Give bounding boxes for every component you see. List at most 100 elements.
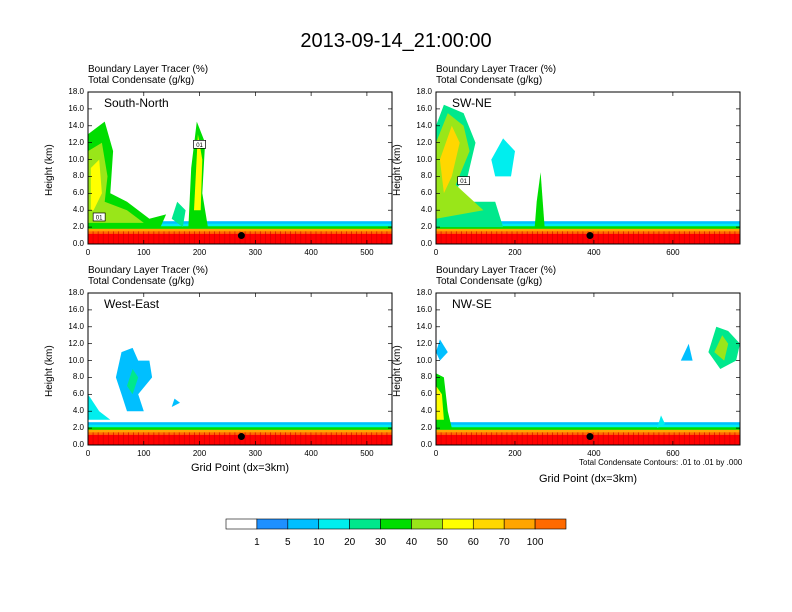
colorbar-label: 30 <box>374 537 387 548</box>
x-tick-label: 0 <box>433 248 439 257</box>
panel-label: NW-SE <box>452 297 492 311</box>
y-tick-label: 0.0 <box>420 239 432 248</box>
y-tick-label: 12.0 <box>68 137 84 147</box>
boundary-layer-band <box>88 227 392 232</box>
y-tick-label: 0.0 <box>72 440 84 449</box>
y-tick-label: 6.0 <box>420 188 432 198</box>
y-tick-label: 16.0 <box>68 103 84 113</box>
y-tick-label: 12.0 <box>68 338 84 348</box>
y-axis-label: Height (km) <box>392 345 403 397</box>
panel-subtitle-condensate: Total Condensate (g/kg) <box>88 276 195 287</box>
colorbar-label: 60 <box>467 537 479 548</box>
y-tick-label: 4.0 <box>420 406 432 416</box>
panel-sw-ne: 01 <box>435 91 741 245</box>
y-tick-label: 14.0 <box>68 321 84 331</box>
y-tick-label: 16.0 <box>416 304 432 314</box>
y-tick-label: 8.0 <box>420 372 432 382</box>
y-tick-label: 12.0 <box>416 137 432 147</box>
y-tick-label: 18.0 <box>68 288 84 297</box>
boundary-layer-band <box>436 422 740 425</box>
boundary-layer-band <box>436 426 740 430</box>
panel-frame <box>435 292 741 446</box>
x-tick-label: 300 <box>248 248 262 257</box>
x-tick-label: 500 <box>360 248 374 257</box>
y-tick-label: 2.0 <box>72 222 84 232</box>
y-tick-label: 8.0 <box>72 171 84 181</box>
boundary-layer-band <box>436 221 740 224</box>
x-tick-label: 200 <box>192 449 207 458</box>
colorbar-swatch <box>349 518 381 530</box>
tracer-plume <box>88 121 167 228</box>
boundary-layer-band <box>88 422 392 425</box>
panel-label: South-North <box>104 96 169 110</box>
tracer-plume <box>534 172 545 228</box>
boundary-layer-band <box>436 227 740 232</box>
boundary-layer-band <box>88 426 392 430</box>
y-tick-label: 6.0 <box>420 389 432 399</box>
y-tick-label: 10.0 <box>416 355 432 365</box>
tracer-plume <box>436 339 448 361</box>
boundary-layer-band <box>436 423 740 428</box>
panel-frame <box>435 91 741 245</box>
x-axis-label: Grid Point (dx=3km) <box>190 462 290 474</box>
contour-label-box <box>193 140 206 149</box>
panel-subtitle-condensate: Total Condensate (g/kg) <box>88 75 195 86</box>
colorbar-swatch <box>411 518 443 530</box>
colorbar-swatch <box>318 518 350 530</box>
y-tick-label: 2.0 <box>420 222 432 232</box>
y-tick-label: 4.0 <box>72 205 84 215</box>
panel-subtitle-tracer: Boundary Layer Tracer (%) <box>88 64 209 75</box>
contour-label-box <box>457 176 470 186</box>
y-tick-label: 10.0 <box>68 154 84 164</box>
boundary-layer-band <box>88 423 392 428</box>
y-tick-label: 18.0 <box>68 87 84 96</box>
boundary-layer-band <box>88 221 392 224</box>
colorbar-label: 40 <box>405 537 418 548</box>
x-tick-label: 300 <box>248 449 262 458</box>
panel-nw-se <box>435 292 741 446</box>
y-tick-label: 10.0 <box>68 355 84 365</box>
y-tick-label: 8.0 <box>420 171 432 181</box>
y-tick-label: 14.0 <box>416 321 432 331</box>
panel-subtitle-condensate: Total Condensate (g/kg) <box>436 276 543 287</box>
boundary-layer-band <box>88 222 392 227</box>
colorbar-swatch <box>472 518 505 530</box>
y-axis-label: Height (km) <box>392 144 403 196</box>
y-axis-label: Height (km) <box>44 345 55 397</box>
x-axis-label: Grid Point (dx=3km) <box>538 473 638 485</box>
y-tick-label: 14.0 <box>416 120 432 130</box>
tracer-plume <box>90 159 102 211</box>
colorbar-label: 5 <box>285 537 291 548</box>
y-tick-label: 14.0 <box>68 120 84 130</box>
x-tick-label: 200 <box>508 248 522 257</box>
location-marker <box>237 232 245 240</box>
colorbar-swatch <box>380 518 412 530</box>
x-tick-label: 400 <box>304 248 318 257</box>
x-tick-label: 100 <box>137 449 151 458</box>
colorbar-label: 20 <box>344 537 356 548</box>
contour-label: 01 <box>96 215 103 221</box>
y-tick-label: 16.0 <box>416 103 432 113</box>
panel-subtitle-tracer: Boundary Layer Tracer (%) <box>436 265 557 276</box>
colorbar-swatch <box>442 518 474 530</box>
contour-label: 01 <box>196 143 203 149</box>
y-tick-label: 6.0 <box>72 188 84 198</box>
y-tick-label: 2.0 <box>420 423 432 433</box>
panel-label: West-East <box>104 297 160 311</box>
y-tick-label: 4.0 <box>72 406 84 416</box>
colorbar-swatch <box>256 518 289 530</box>
boundary-layer-band <box>88 225 392 229</box>
colorbar-label: 10 <box>313 537 325 548</box>
x-tick-label: 100 <box>137 248 151 257</box>
tracer-plume <box>171 398 180 407</box>
y-tick-label: 16.0 <box>68 304 84 314</box>
tracer-plume <box>657 415 665 429</box>
contour-label: 01 <box>460 179 467 185</box>
colorbar-label: 70 <box>498 537 510 548</box>
y-tick-label: 0.0 <box>72 239 84 248</box>
colorbar-label: 50 <box>436 537 448 548</box>
colorbar-swatch <box>225 518 258 530</box>
y-axis-label: Height (km) <box>44 144 55 196</box>
x-tick-label: 400 <box>587 248 601 257</box>
